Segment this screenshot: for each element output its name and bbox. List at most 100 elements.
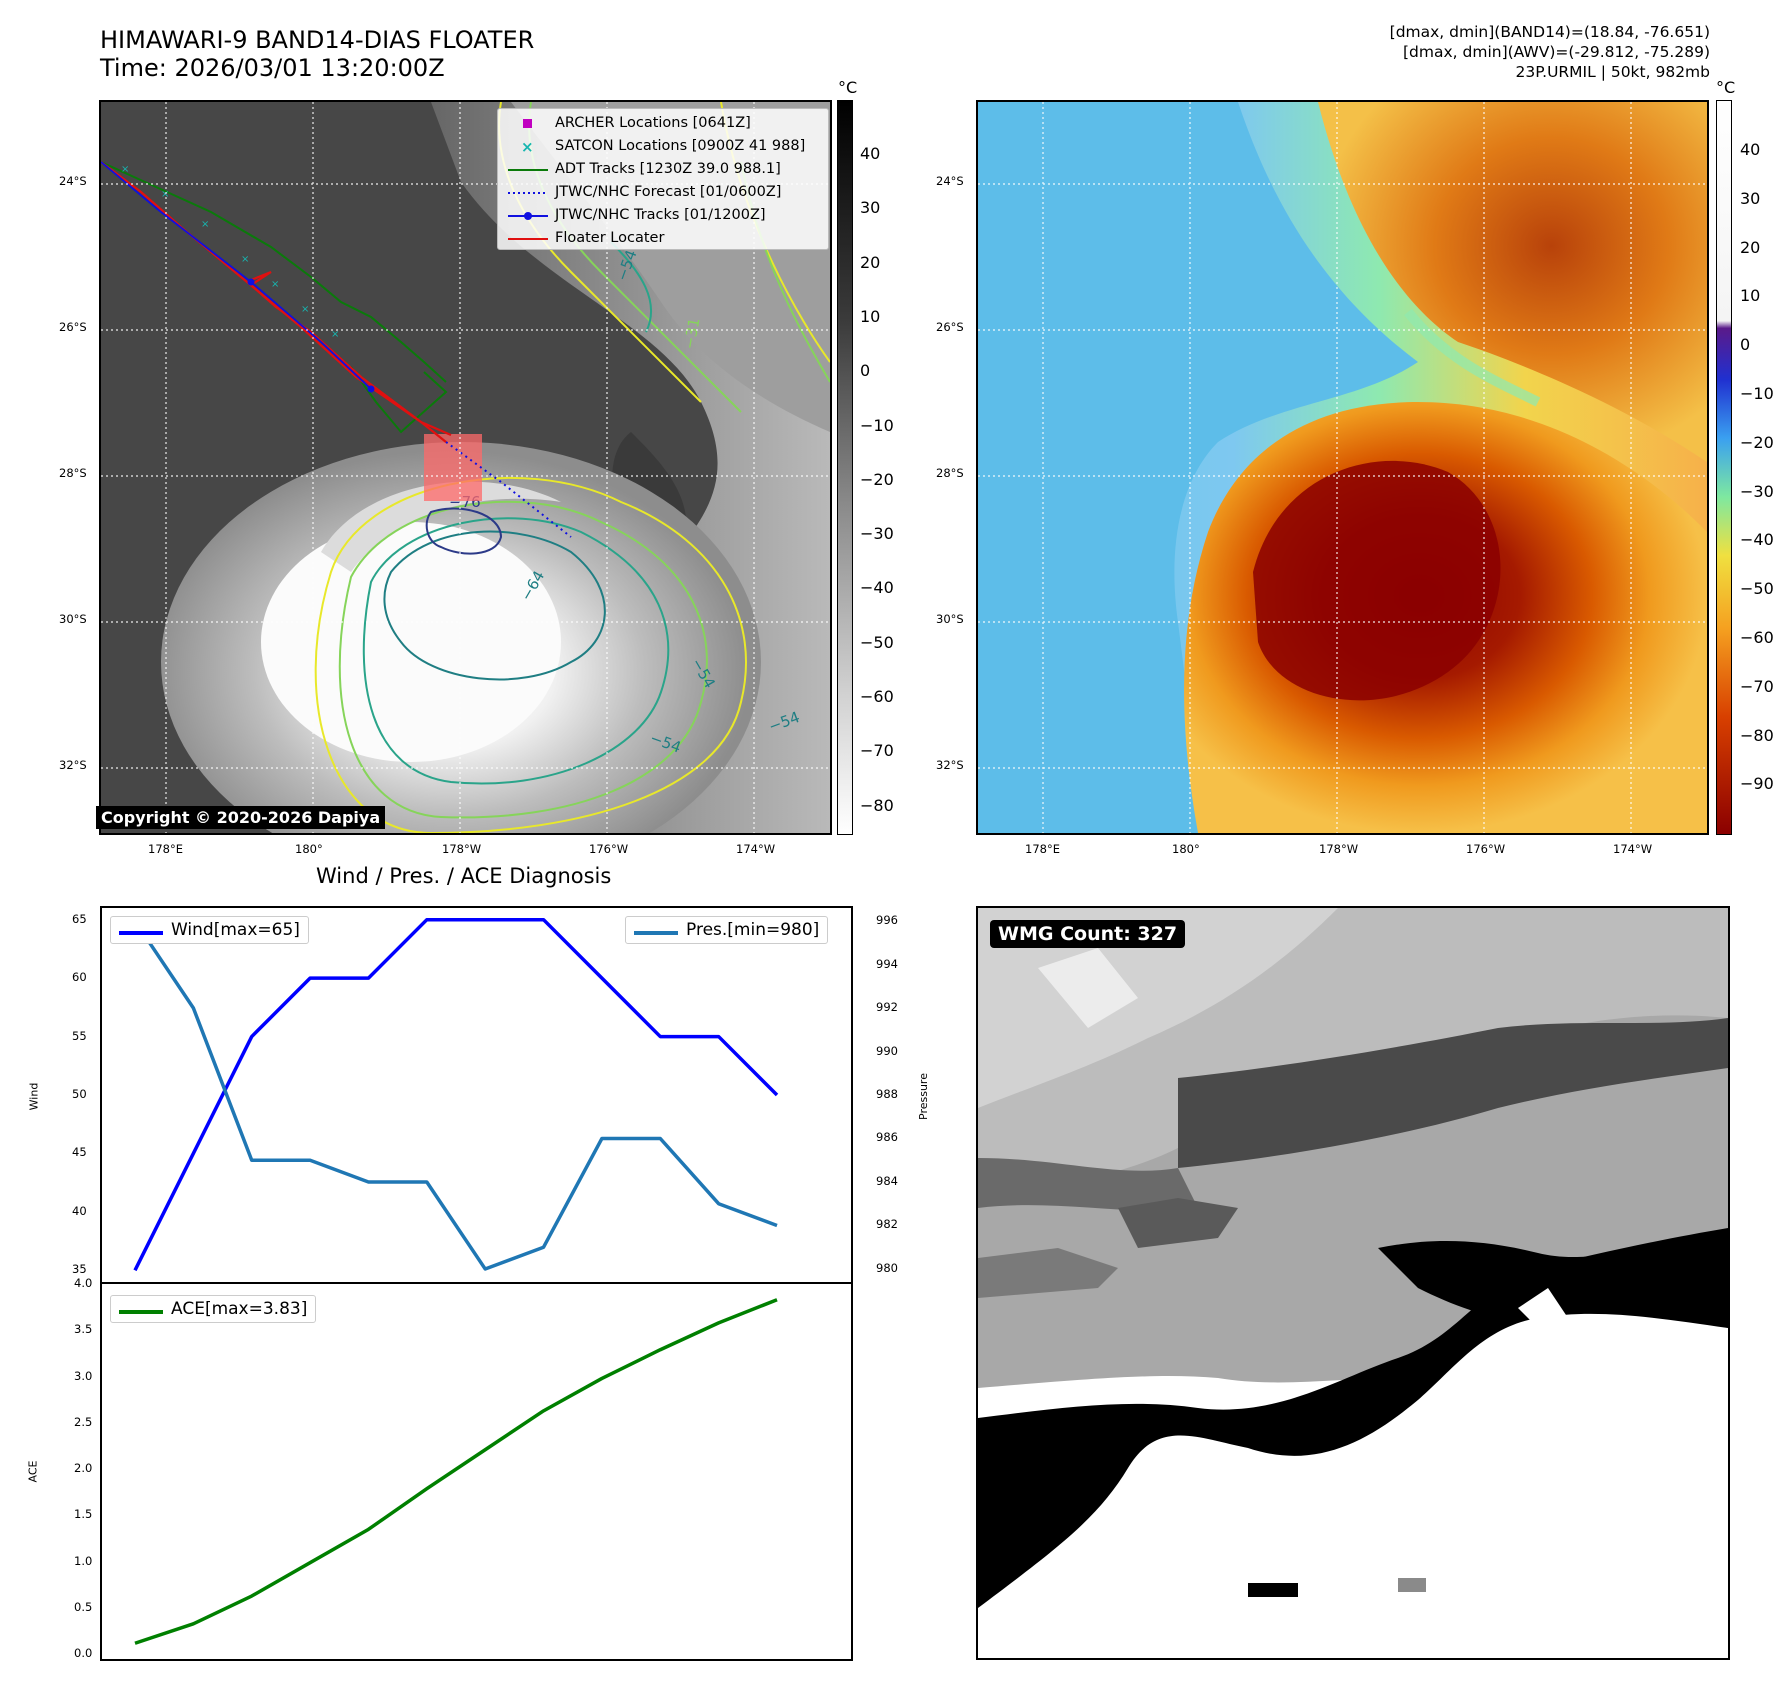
lat-tick-label: 24°S	[936, 174, 964, 188]
wind-legend-label: Wind[max=65]	[171, 920, 300, 940]
svg-text:×: ×	[271, 279, 279, 290]
storm-info: [dmax, dmin](BAND14)=(18.84, -76.651) [d…	[1390, 22, 1710, 82]
awv-colorbar-tick: −30	[1740, 481, 1774, 501]
lon-tick-label: 176°W	[589, 842, 629, 856]
lat-tick-label: 30°S	[936, 612, 964, 626]
page-title: HIMAWARI-9 BAND14-DIAS FLOATER Time: 202…	[100, 26, 534, 82]
awv-colorbar	[1716, 100, 1732, 835]
lat-tick-label: 24°S	[59, 174, 87, 188]
ace-legend-line	[119, 1310, 163, 1314]
lat-tick-label: 32°S	[936, 758, 964, 772]
lat-tick-label: 26°S	[936, 320, 964, 334]
copyright-label: Copyright © 2020-2026 Dapiya	[96, 806, 386, 829]
svg-text:×: ×	[121, 164, 129, 175]
line-icon	[508, 238, 548, 240]
wind-tick-label: 50	[72, 1087, 87, 1101]
ace-tick-label: 1.5	[74, 1507, 93, 1522]
awv-colorbar-tick: −40	[1740, 530, 1774, 550]
lat-tick-label: 28°S	[59, 466, 87, 480]
lon-tick-label: 174°W	[736, 842, 776, 856]
ace-legend: ACE[max=3.83]	[110, 1295, 317, 1323]
awv-colorbar-tick: −20	[1740, 432, 1774, 452]
pressure-tick-label: 984	[876, 1173, 898, 1188]
pressure-tick-label: 992	[876, 1000, 898, 1015]
awv-colorbar-tick: −50	[1740, 579, 1774, 599]
wind-pres-chart	[100, 906, 853, 1284]
pressure-tick-label: 982	[876, 1217, 898, 1232]
lon-tick-label: 174°W	[1613, 842, 1653, 856]
ir-colorbar-tick: 10	[860, 306, 881, 326]
lon-tick-label: 178°E	[1025, 842, 1060, 856]
ace-tick-label: 4.0	[74, 1276, 93, 1290]
awv-map-panel[interactable]	[976, 100, 1709, 835]
floater-box	[424, 434, 482, 501]
ace-tick-label: 2.5	[74, 1414, 93, 1429]
wind-tick-label: 35	[72, 1262, 87, 1277]
awv-colorbar-tick: −70	[1740, 676, 1774, 696]
jtwc-forecast-line	[445, 441, 572, 538]
ace-legend-label: ACE[max=3.83]	[171, 1299, 308, 1319]
jtwc-track-point	[247, 278, 255, 286]
pres-legend-label: Pres.[min=980]	[686, 920, 820, 940]
pres-legend-line	[634, 931, 678, 935]
svg-text:×: ×	[521, 138, 534, 156]
title-line-1: HIMAWARI-9 BAND14-DIAS FLOATER	[100, 26, 535, 54]
awv-image	[978, 102, 1707, 833]
contour-label: −31	[680, 316, 703, 350]
pressure-tick-label: 996	[876, 913, 898, 928]
awv-colorbar-tick: 40	[1740, 140, 1761, 159]
satcon-markers: × × × × × × ×	[121, 164, 339, 340]
adt-track-line	[101, 161, 447, 383]
dotted-line-icon	[508, 192, 548, 194]
awv-colorbar-tick: −60	[1740, 628, 1774, 647]
pressure-tick-label: 994	[876, 956, 898, 971]
pres-legend: Pres.[min=980]	[625, 916, 829, 944]
wind-legend-line	[119, 931, 163, 935]
line-dot-icon	[508, 212, 548, 220]
pressure-tick-label: 980	[876, 1260, 898, 1275]
diagnosis-title: Wind / Pres. / ACE Diagnosis	[316, 864, 612, 888]
wmg-image	[978, 908, 1728, 1658]
ace-tick-label: 1.0	[74, 1553, 93, 1568]
line-icon	[508, 169, 548, 171]
ir-colorbar-tick: −30	[860, 524, 894, 544]
ace-tick-label: 3.0	[74, 1368, 93, 1383]
wmg-count-label: WMG Count: 327	[990, 920, 1186, 948]
ir-colorbar	[837, 100, 853, 835]
awv-colorbar-tick: 30	[1740, 188, 1761, 208]
lon-tick-label: 180°	[295, 842, 323, 856]
wind-tick-label: 45	[72, 1145, 87, 1160]
pressure-tick-label: 986	[876, 1130, 898, 1145]
pres-axis-label: Pressure	[916, 1073, 930, 1120]
title-line-2: Time: 2026/03/01 13:20:00Z	[100, 54, 445, 82]
ace-series-line	[134, 1298, 778, 1645]
ace-chart	[100, 1282, 853, 1661]
wind-series-line	[133, 917, 779, 1272]
wmg-panel[interactable]	[976, 906, 1730, 1660]
ir-colorbar-tick: −40	[860, 578, 894, 598]
ir-colorbar-unit: °C	[838, 78, 858, 97]
lat-tick-label: 32°S	[59, 758, 87, 772]
ir-colorbar-tick: −10	[860, 415, 894, 435]
wind-tick-label: 65	[72, 911, 87, 926]
ir-image: −54 −31 −76 −64 −54 −54 −54 ××× ××××	[101, 102, 830, 833]
lat-tick-label: 26°S	[59, 320, 87, 334]
ace-axis-label: ACE	[26, 1460, 40, 1483]
lon-tick-label: 180°	[1172, 842, 1200, 856]
awv-gridlines	[978, 102, 1707, 833]
svg-text:×: ×	[161, 189, 169, 200]
ir-colorbar-tick: 20	[860, 252, 881, 272]
svg-text:×: ×	[201, 219, 209, 230]
ir-legend: ARCHER Locations [0641Z] × SATCON Locati…	[497, 108, 829, 250]
lat-tick-label: 30°S	[59, 612, 87, 626]
ir-colorbar-tick: 0	[860, 361, 871, 381]
wind-tick-label: 40	[72, 1203, 87, 1218]
awv-colorbar-tick: 10	[1740, 286, 1761, 306]
svg-text:×: ×	[301, 304, 309, 315]
ir-colorbar-tick: −50	[860, 632, 894, 652]
ir-colorbar-tick: 40	[860, 144, 881, 163]
wind-tick-label: 55	[72, 1028, 87, 1043]
awv-colorbar-tick: −90	[1740, 774, 1774, 794]
ir-colorbar-tick: −20	[860, 469, 894, 489]
adt-track-line	[350, 366, 448, 434]
